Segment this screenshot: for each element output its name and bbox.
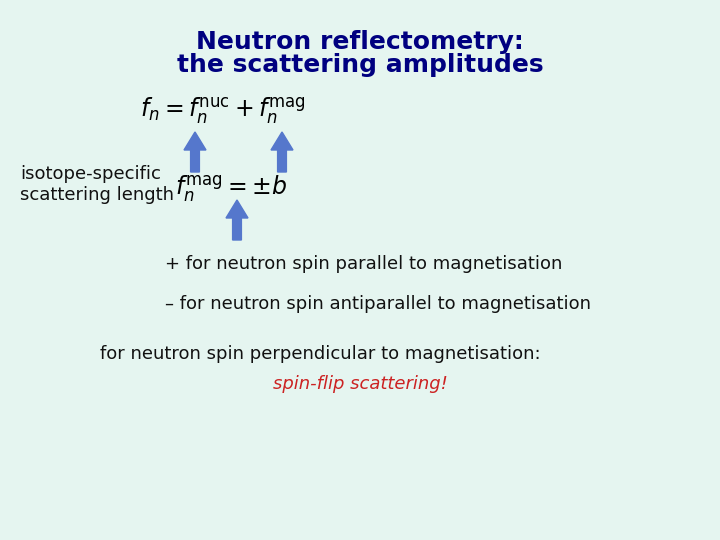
Text: $f_n = f_n^{\mathrm{nuc}} + f_n^{\mathrm{mag}}$: $f_n = f_n^{\mathrm{nuc}} + f_n^{\mathrm… xyxy=(140,95,306,126)
Text: Neutron reflectometry:: Neutron reflectometry: xyxy=(196,30,524,54)
Text: for neutron spin perpendicular to magnetisation:: for neutron spin perpendicular to magnet… xyxy=(100,345,541,363)
Text: $f_n^{\mathrm{mag}} = {\pm}b$: $f_n^{\mathrm{mag}} = {\pm}b$ xyxy=(175,173,287,204)
FancyArrow shape xyxy=(271,132,293,172)
FancyArrow shape xyxy=(226,200,248,240)
Text: spin-flip scattering!: spin-flip scattering! xyxy=(273,375,447,393)
FancyArrow shape xyxy=(184,132,206,172)
Text: + for neutron spin parallel to magnetisation: + for neutron spin parallel to magnetisa… xyxy=(165,255,562,273)
Text: – for neutron spin antiparallel to magnetisation: – for neutron spin antiparallel to magne… xyxy=(165,295,591,313)
Text: the scattering amplitudes: the scattering amplitudes xyxy=(176,53,544,77)
Text: isotope-specific
scattering length: isotope-specific scattering length xyxy=(20,165,174,204)
